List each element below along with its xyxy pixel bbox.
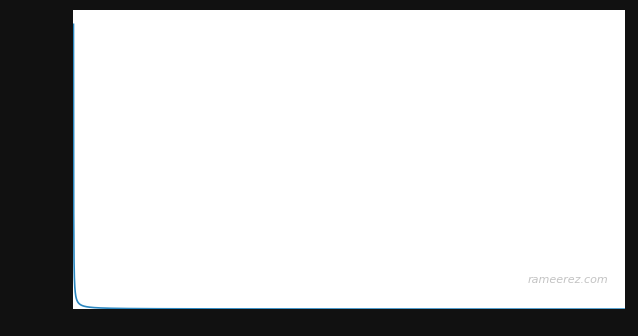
Text: rameerez.com: rameerez.com xyxy=(528,275,609,285)
